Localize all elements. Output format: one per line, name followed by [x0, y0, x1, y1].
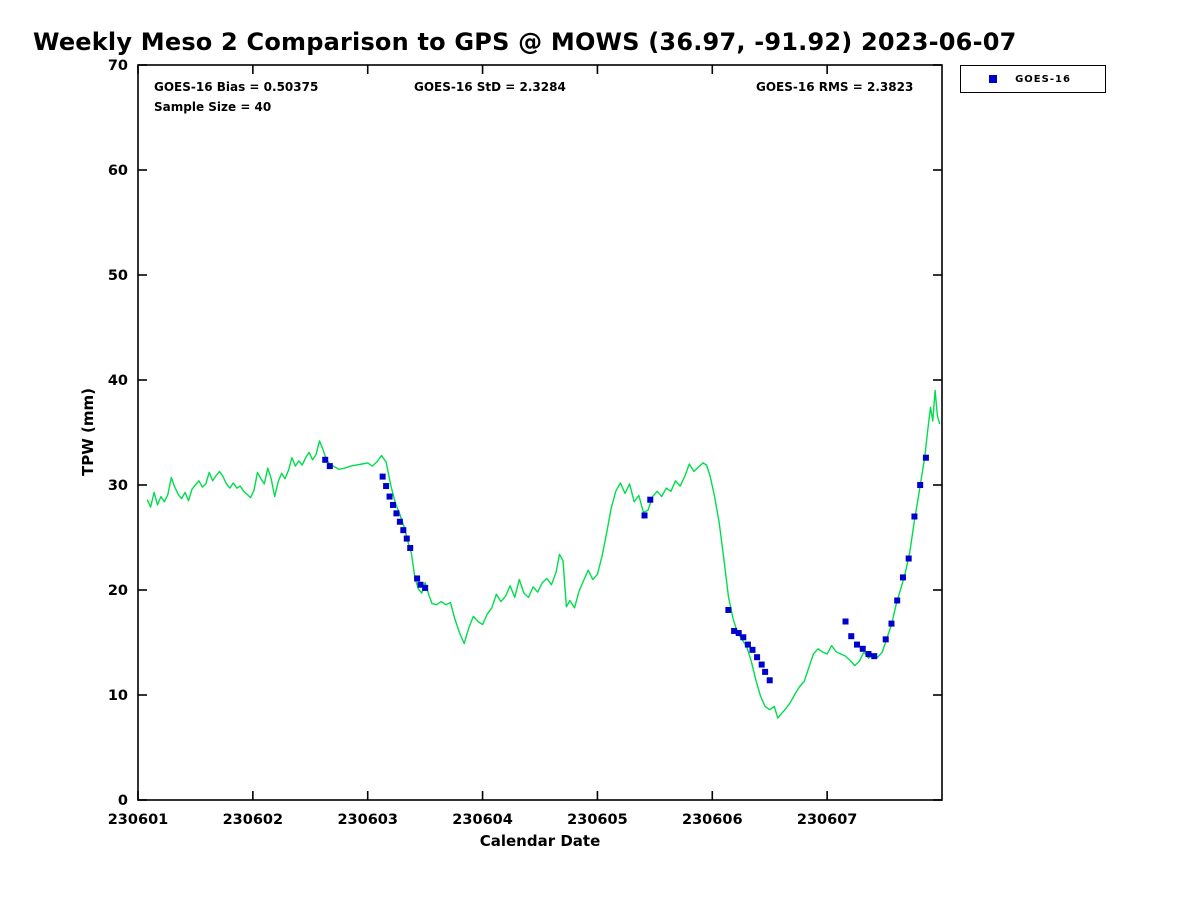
goes16-marker — [386, 493, 393, 500]
legend: GOES-16 — [960, 65, 1106, 93]
y-tick-label: 30 — [108, 478, 128, 494]
goes16-marker — [917, 482, 924, 488]
goes16-marker — [922, 454, 929, 461]
goes16-marker — [403, 535, 410, 542]
y-tick-label: 20 — [108, 583, 128, 599]
y-tick-label: 70 — [108, 58, 128, 74]
y-axis-label: TPW (mm) — [79, 388, 97, 476]
stat-sample-size: Sample Size = 40 — [154, 100, 272, 114]
x-tick-label: 230606 — [682, 812, 743, 828]
x-tick-label: 230604 — [452, 812, 513, 828]
goes16-marker — [848, 633, 855, 640]
goes16-marker — [899, 574, 906, 581]
plot-border — [137, 64, 943, 801]
goes16-marker — [758, 661, 765, 668]
legend-square-marker-icon — [989, 75, 997, 83]
y-tick-label: 10 — [108, 688, 128, 704]
goes16-marker — [725, 606, 732, 613]
y-tick-label: 50 — [108, 268, 128, 284]
goes16-marker — [888, 620, 895, 627]
goes16-marker — [322, 456, 329, 463]
legend-entry-label: GOES-16 — [1015, 73, 1071, 85]
goes16-marker — [749, 646, 756, 653]
x-tick-label: 230603 — [337, 812, 398, 828]
goes16-marker — [731, 627, 738, 634]
y-tick-label: 60 — [108, 163, 128, 179]
goes16-marker — [854, 641, 861, 648]
goes16-marker — [859, 645, 866, 652]
goes16-marker — [911, 513, 918, 520]
goes16-marker — [641, 512, 648, 519]
goes16-marker — [871, 653, 878, 660]
x-axis-label: Calendar Date — [479, 832, 601, 850]
goes16-marker — [766, 677, 773, 684]
goes16-marker — [865, 651, 872, 658]
goes16-marker — [735, 630, 742, 637]
gps-tpw-line — [146, 389, 941, 719]
goes16-marker — [393, 510, 400, 517]
goes16-marker — [400, 527, 407, 534]
x-tick-label: 230605 — [567, 812, 628, 828]
goes16-marker — [417, 581, 424, 588]
goes16-marker — [383, 483, 390, 490]
goes16-marker — [414, 575, 421, 582]
goes16-marker — [326, 463, 333, 470]
goes16-marker — [396, 518, 403, 525]
goes16-marker — [389, 501, 396, 508]
y-tick-label: 0 — [118, 793, 128, 809]
goes16-marker — [744, 641, 751, 648]
x-tick-label: 230602 — [223, 812, 284, 828]
goes16-marker — [422, 584, 429, 591]
stat-rms: GOES-16 RMS = 2.3823 — [756, 80, 914, 94]
goes16-marker — [407, 545, 414, 551]
goes16-marker — [647, 496, 654, 503]
stat-std: GOES-16 StD = 2.3284 — [414, 80, 566, 94]
goes16-marker — [894, 597, 901, 604]
stat-bias: GOES-16 Bias = 0.50375 — [154, 80, 319, 94]
y-tick-label: 40 — [108, 373, 128, 389]
x-tick-label: 230601 — [108, 812, 169, 828]
x-tick-label: 230607 — [797, 812, 858, 828]
chart-title: Weekly Meso 2 Comparison to GPS @ MOWS (… — [33, 28, 1017, 56]
goes16-marker — [379, 473, 386, 480]
goes16-marker — [842, 618, 849, 625]
goes16-marker — [762, 668, 769, 675]
goes16-marker — [882, 636, 889, 643]
goes16-marker — [754, 654, 761, 661]
goes16-marker — [905, 555, 912, 562]
goes16-marker — [740, 634, 747, 641]
